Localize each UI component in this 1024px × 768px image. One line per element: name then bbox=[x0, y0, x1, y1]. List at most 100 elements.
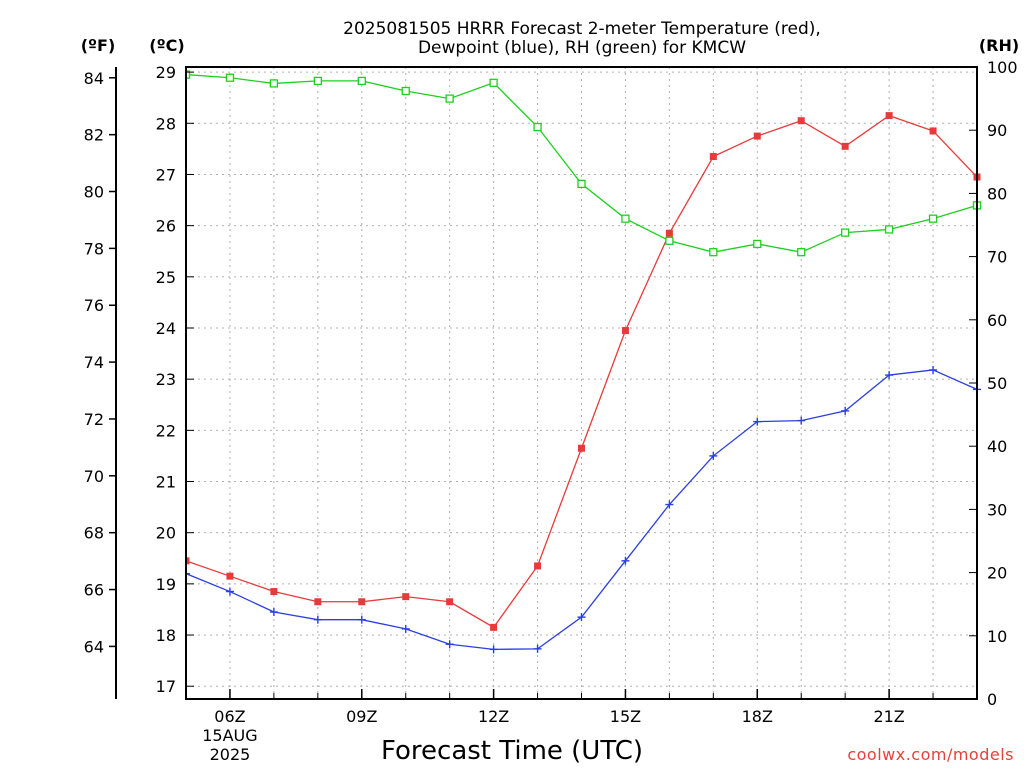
fahrenheit-tick-label: 78 bbox=[84, 239, 104, 258]
rh-tick-label: 70 bbox=[987, 248, 1007, 267]
celsius-unit-label: (ºC) bbox=[149, 36, 184, 55]
rh-unit-label: (RH) bbox=[979, 36, 1019, 55]
rh-point bbox=[313, 76, 322, 86]
plot-series bbox=[186, 70, 982, 654]
x-tick-label: 06Z bbox=[214, 707, 245, 726]
rh-point bbox=[841, 228, 850, 237]
rh-tick-label: 20 bbox=[987, 564, 1007, 583]
dewpoint-point bbox=[401, 624, 410, 633]
celsius-tick-label: 17 bbox=[156, 677, 176, 696]
fahrenheit-tick-label: 72 bbox=[84, 410, 104, 429]
rh-point bbox=[577, 179, 586, 189]
rh-tick-label: 10 bbox=[987, 627, 1007, 646]
dewpoint-point bbox=[445, 640, 454, 649]
celsius-tick-label: 24 bbox=[156, 319, 176, 338]
celsius-tick-label: 23 bbox=[156, 370, 176, 389]
temperature-point bbox=[226, 572, 234, 580]
celsius-tick-label: 22 bbox=[156, 421, 176, 440]
fahrenheit-unit-label: (ºF) bbox=[81, 36, 116, 55]
rh-point bbox=[357, 76, 366, 86]
temperature-point bbox=[621, 327, 629, 335]
dewpoint-point bbox=[357, 615, 366, 624]
rh-point bbox=[753, 239, 762, 249]
rh-point bbox=[225, 73, 235, 82]
rh-tick-label: 90 bbox=[987, 121, 1007, 140]
rh-point bbox=[665, 236, 674, 245]
rh-point bbox=[709, 248, 718, 257]
temperature-point bbox=[186, 557, 190, 565]
temperature-point bbox=[753, 132, 761, 140]
plot-frame bbox=[185, 66, 978, 700]
temperature-point bbox=[841, 142, 849, 150]
dewpoint-point bbox=[186, 569, 190, 578]
celsius-tick-label: 20 bbox=[156, 524, 176, 543]
temperature-point bbox=[665, 229, 673, 237]
temperature-point bbox=[709, 153, 717, 161]
rh-point bbox=[533, 122, 542, 132]
fahrenheit-tick-label: 70 bbox=[84, 467, 104, 486]
temperature-point bbox=[534, 562, 542, 570]
temperature-point bbox=[797, 117, 805, 125]
rh-point bbox=[797, 248, 806, 257]
temperature-point bbox=[578, 444, 585, 452]
rh-tick-label: 0 bbox=[987, 690, 997, 709]
chart-title-line2: Dewpoint (blue), RH (green) for KMCW bbox=[418, 38, 746, 58]
temperature-point bbox=[885, 112, 893, 120]
temperature-line bbox=[186, 114, 978, 629]
dewpoint-point bbox=[753, 417, 762, 426]
x-tick-label: 18Z bbox=[742, 707, 773, 726]
fahrenheit-tick-label: 66 bbox=[84, 581, 104, 600]
dewpoint-point bbox=[533, 644, 542, 653]
rh-tick-label: 50 bbox=[987, 374, 1007, 393]
rh-point bbox=[489, 78, 498, 87]
temperature-point bbox=[446, 598, 454, 606]
celsius-tick-label: 19 bbox=[156, 575, 176, 594]
rh-point bbox=[445, 94, 454, 103]
celsius-tick-label: 25 bbox=[156, 268, 176, 287]
dewpoint-point bbox=[709, 451, 718, 460]
dewpoint-point bbox=[269, 608, 278, 617]
rh-point bbox=[269, 79, 279, 88]
x-tick-label: 15Z bbox=[610, 707, 641, 726]
source-credit: coolwx.com/models bbox=[847, 745, 1014, 764]
rh-point bbox=[884, 225, 894, 234]
temperature-point bbox=[490, 623, 498, 631]
fahrenheit-tick-label: 64 bbox=[84, 637, 104, 656]
dewpoint-point bbox=[577, 613, 586, 622]
axes bbox=[115, 66, 978, 700]
celsius-tick-label: 21 bbox=[156, 473, 176, 492]
dewpoint-point bbox=[929, 365, 938, 374]
gridlines bbox=[185, 67, 978, 699]
fahrenheit-tick-label: 68 bbox=[84, 524, 104, 543]
rh-point bbox=[928, 214, 938, 223]
rh-point bbox=[401, 86, 410, 96]
fahrenheit-tick-label: 84 bbox=[84, 69, 104, 88]
rh-tick-label: 40 bbox=[987, 437, 1007, 456]
x-axis-label: Forecast Time (UTC) bbox=[381, 736, 643, 766]
dewpoint-point bbox=[885, 371, 894, 380]
rh-point bbox=[621, 214, 630, 223]
dewpoint-point bbox=[665, 500, 674, 509]
rh-tick-label: 60 bbox=[987, 311, 1007, 330]
dewpoint-point bbox=[621, 556, 630, 565]
x-tick-label: 09Z bbox=[346, 707, 377, 726]
dewpoint-point bbox=[841, 406, 850, 415]
rh-tick-label: 80 bbox=[987, 184, 1007, 203]
celsius-tick-label: 29 bbox=[156, 63, 176, 82]
rh-tick-label: 100 bbox=[987, 58, 1018, 77]
rh-tick-label: 30 bbox=[987, 500, 1007, 519]
temperature-point bbox=[929, 127, 937, 135]
dewpoint-point bbox=[489, 645, 498, 654]
fahrenheit-tick-label: 76 bbox=[84, 296, 104, 315]
rh-point bbox=[186, 70, 191, 79]
celsius-tick-label: 28 bbox=[156, 114, 176, 133]
dewpoint-point bbox=[313, 615, 322, 624]
celsius-tick-label: 18 bbox=[156, 626, 176, 645]
fahrenheit-tick-label: 80 bbox=[84, 183, 104, 202]
temperature-point bbox=[314, 598, 322, 606]
dewpoint-point bbox=[797, 416, 806, 425]
x-tick-label: 21Z bbox=[873, 707, 904, 726]
temperature-point bbox=[358, 598, 366, 606]
temperature-point bbox=[270, 588, 278, 596]
